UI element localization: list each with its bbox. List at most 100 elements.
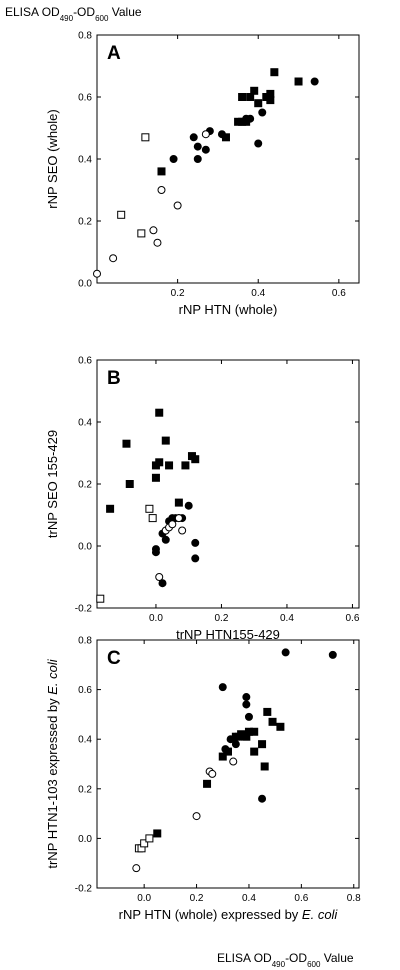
data-point-open-circle <box>155 573 164 581</box>
y-axis-title: trNP SEO 155-429 <box>45 430 60 538</box>
data-point-open-circle <box>168 520 177 529</box>
data-point-filled-circle <box>328 650 337 659</box>
data-point-filled-circle <box>281 648 290 657</box>
x-tick-label: 0.2 <box>214 613 228 624</box>
plot-frame <box>96 639 360 889</box>
y-axis-title: rNP SEO (whole) <box>45 109 60 208</box>
data-point-filled-square <box>270 68 279 77</box>
y-tick-label: 0.2 <box>78 480 92 491</box>
data-point-filled-square <box>254 99 263 108</box>
data-point-filled-square <box>122 439 131 448</box>
x-tick-label: 0.6 <box>332 288 346 299</box>
data-point-filled-square <box>155 458 164 467</box>
data-point-filled-circle <box>258 794 267 803</box>
x-tick-label: 0.0 <box>137 893 151 904</box>
data-point-filled-square <box>263 707 272 716</box>
data-point-open-circle <box>93 269 101 278</box>
data-point-filled-square <box>266 96 275 105</box>
data-point-open-circle <box>192 812 201 821</box>
x-axis-title: rNP HTN (whole) expressed by E. coli <box>119 907 339 922</box>
data-point-open-circle <box>174 514 183 523</box>
x-tick-label: 0.6 <box>294 893 308 904</box>
figure-footer: ELISA OD490-OD600 Value <box>217 951 354 969</box>
data-point-filled-square <box>191 455 200 464</box>
data-point-filled-circle <box>310 77 319 86</box>
data-point-open-circle <box>153 238 162 247</box>
x-tick-label: 0.4 <box>251 288 265 299</box>
data-point-filled-circle <box>237 732 246 741</box>
data-point-open-square <box>148 514 157 523</box>
panel-letter: A <box>107 43 121 64</box>
y-tick-label: 0.4 <box>78 735 92 746</box>
data-point-filled-square <box>155 408 164 417</box>
data-point-filled-square <box>106 504 115 513</box>
data-point-open-square <box>145 504 154 513</box>
data-point-open-circle <box>173 201 182 210</box>
y-tick-label: 0.2 <box>78 217 92 228</box>
data-point-filled-square <box>174 498 183 507</box>
data-point-open-circle <box>208 769 217 778</box>
plot-frame <box>96 34 360 284</box>
data-point-filled-circle <box>218 683 227 692</box>
data-point-open-circle <box>178 526 187 535</box>
y-tick-label: 0.6 <box>78 356 92 367</box>
y-tick-label: -0.2 <box>75 884 93 895</box>
data-point-filled-circle <box>231 740 240 749</box>
data-point-open-square <box>140 839 149 848</box>
data-point-filled-square <box>218 752 227 761</box>
x-tick-label: 0.2 <box>190 893 204 904</box>
data-point-filled-circle <box>242 700 251 709</box>
x-tick-label: 0.4 <box>242 893 256 904</box>
data-point-filled-square <box>151 473 160 482</box>
data-point-filled-circle <box>184 501 193 510</box>
data-point-filled-circle <box>244 712 253 721</box>
x-axis-title: rNP HTN (whole) <box>179 302 278 317</box>
data-point-filled-circle <box>254 139 263 148</box>
x-tick-label: 0.4 <box>280 613 294 624</box>
data-point-filled-circle <box>161 535 170 544</box>
data-point-filled-square <box>250 86 259 95</box>
plot-frame <box>96 359 360 609</box>
data-point-filled-square <box>125 480 134 488</box>
data-point-filled-circle <box>258 108 267 117</box>
x-axis-title: trNP HTN155-429 <box>176 627 280 642</box>
y-tick-label: 0.0 <box>78 279 92 290</box>
x-tick-label: 0.8 <box>347 893 361 904</box>
y-tick-label: 0.8 <box>78 31 92 42</box>
data-point-open-circle <box>229 757 238 766</box>
data-point-filled-square <box>268 717 277 726</box>
y-tick-label: 0.8 <box>78 636 92 647</box>
data-point-filled-circle <box>201 145 210 154</box>
data-point-open-square <box>117 210 126 219</box>
data-point-filled-circle <box>158 579 167 588</box>
data-point-open-circle <box>149 226 158 235</box>
data-point-filled-square <box>181 461 190 470</box>
data-point-filled-square <box>153 829 162 838</box>
data-point-open-circle <box>157 186 166 194</box>
panel-letter: B <box>107 368 121 389</box>
data-point-filled-circle <box>169 155 178 163</box>
data-point-open-square <box>141 133 150 142</box>
data-point-filled-circle <box>151 548 160 557</box>
y-tick-label: -0.2 <box>75 604 93 615</box>
data-point-filled-square <box>157 167 166 176</box>
data-point-filled-square <box>258 740 267 749</box>
data-point-filled-circle <box>191 538 200 547</box>
data-point-filled-square <box>294 77 303 86</box>
data-point-filled-circle <box>246 114 255 123</box>
data-point-filled-square <box>246 93 255 101</box>
panel-letter: C <box>107 648 121 669</box>
data-point-filled-square <box>276 722 285 731</box>
data-point-filled-circle <box>221 745 230 754</box>
x-tick-label: 0.0 <box>149 613 163 624</box>
data-point-filled-circle <box>193 155 202 163</box>
data-point-filled-circle <box>242 693 251 702</box>
y-tick-label: 0.4 <box>78 155 92 166</box>
data-point-filled-square <box>250 727 259 736</box>
data-point-open-circle <box>109 254 118 263</box>
data-point-filled-square <box>203 779 212 788</box>
y-tick-label: 0.0 <box>78 542 92 553</box>
data-point-filled-square <box>260 762 269 771</box>
